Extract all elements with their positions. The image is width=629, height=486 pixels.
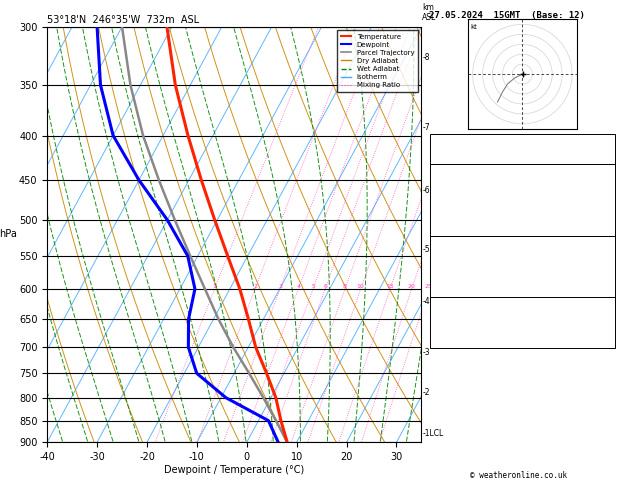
Text: hPa: hPa [0,229,17,240]
Text: StmDir: StmDir [433,328,462,337]
Text: Pressure (mb): Pressure (mb) [433,246,496,256]
Text: 311: 311 [598,257,613,266]
Text: 5: 5 [311,284,315,289]
Text: θₑ (K): θₑ (K) [433,257,462,266]
Text: 6: 6 [608,338,613,347]
Text: © weatheronline.co.uk: © weatheronline.co.uk [470,471,567,480]
Text: 25: 25 [425,284,433,289]
Text: kt: kt [470,24,477,31]
Text: 1.53: 1.53 [593,155,613,164]
Text: SREH: SREH [433,318,452,327]
Text: 1: 1 [213,284,216,289]
Legend: Temperature, Dewpoint, Parcel Trajectory, Dry Adiabat, Wet Adiabat, Isotherm, Mi: Temperature, Dewpoint, Parcel Trajectory… [337,30,418,92]
Text: 0: 0 [608,277,613,286]
Text: PW (cm): PW (cm) [433,155,467,164]
Text: Temp (°C): Temp (°C) [433,175,477,184]
Text: -8: -8 [422,52,430,62]
Text: 6: 6 [323,284,327,289]
Text: EH: EH [433,308,443,317]
Text: 8: 8 [343,284,347,289]
Text: 4: 4 [296,284,301,289]
Text: 6.3: 6.3 [598,185,613,194]
Text: 311°: 311° [593,328,613,337]
Text: Surface: Surface [505,165,540,174]
Text: -3: -3 [422,348,430,357]
Text: 10: 10 [357,284,365,289]
Text: -2: -2 [422,388,430,398]
Text: -1LCL: -1LCL [422,429,443,438]
Text: km
ASL: km ASL [422,3,437,22]
Text: 27.05.2024  15GMT  (Base: 12): 27.05.2024 15GMT (Base: 12) [429,11,585,20]
X-axis label: Dewpoint / Temperature (°C): Dewpoint / Temperature (°C) [164,465,304,475]
Text: Totals Totals: Totals Totals [433,144,496,154]
Text: CIN (J): CIN (J) [433,226,467,235]
Text: Lifted Index: Lifted Index [433,267,491,276]
Text: StmSpd (kt): StmSpd (kt) [433,338,486,347]
Text: -14: -14 [598,308,613,317]
Text: 53°18'N  246°35'W  732m  ASL: 53°18'N 246°35'W 732m ASL [47,15,199,25]
Text: 900: 900 [598,246,613,256]
Text: K: K [433,134,438,143]
Text: Lifted Index: Lifted Index [433,206,491,215]
Text: 0: 0 [608,226,613,235]
Text: 3: 3 [278,284,282,289]
Text: Mixing Ratio (g/kg): Mixing Ratio (g/kg) [446,198,455,271]
Text: 20: 20 [408,284,416,289]
Text: θₑ(K): θₑ(K) [433,195,457,205]
Text: 2: 2 [253,284,257,289]
Text: -6: -6 [422,186,430,194]
Text: CIN (J): CIN (J) [433,287,467,296]
Text: 8.1: 8.1 [598,175,613,184]
Text: Hodograph: Hodograph [501,297,544,307]
Text: 1: 1 [608,267,613,276]
Text: Most Unstable: Most Unstable [491,236,554,245]
Text: CAPE (J): CAPE (J) [433,277,472,286]
Text: 0: 0 [608,216,613,225]
Text: 52: 52 [603,144,613,154]
Text: -7: -7 [603,318,613,327]
Text: 305: 305 [598,195,613,205]
Text: CAPE (J): CAPE (J) [433,216,472,225]
Text: -7: -7 [422,123,430,132]
Text: Dewp (°C): Dewp (°C) [433,185,477,194]
Text: -4: -4 [422,297,430,306]
Text: 0: 0 [608,287,613,296]
Text: 5: 5 [608,206,613,215]
Text: 15: 15 [386,284,394,289]
Text: 27: 27 [603,134,613,143]
Text: -5: -5 [422,244,430,254]
